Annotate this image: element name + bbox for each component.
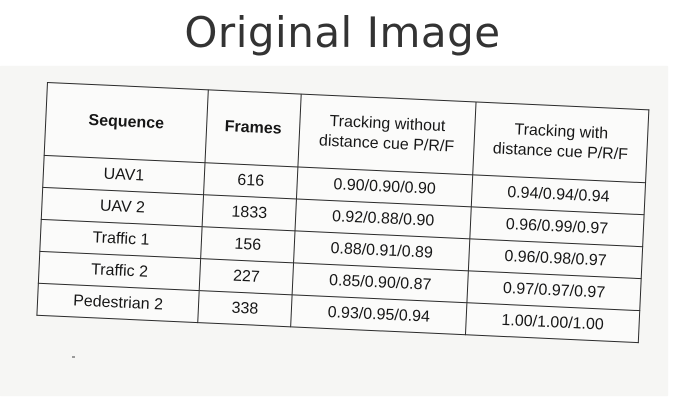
header-without-line2: distance cue P/R/F <box>318 132 455 156</box>
header-without-line1: Tracking without <box>329 112 446 136</box>
header-frames: Frames <box>204 89 302 167</box>
results-table: Sequence Frames Tracking without distanc… <box>36 82 650 344</box>
header-sequence: Sequence <box>44 82 209 163</box>
header-with-line2: distance cue P/R/F <box>492 140 629 164</box>
cell-sequence: Pedestrian 2 <box>36 283 200 323</box>
cell-frames: 338 <box>197 290 293 327</box>
cell-frames: 227 <box>199 258 294 295</box>
cell-frames: 1833 <box>202 194 297 231</box>
header-without-distance-cue: Tracking without distance cue P/R/F <box>297 94 477 175</box>
cell-frames: 616 <box>203 162 298 199</box>
scan-speck <box>72 356 75 358</box>
banner-title: Original Image <box>184 8 501 57</box>
cell-frames: 156 <box>200 226 296 263</box>
header-with-distance-cue: Tracking with distance cue P/R/F <box>472 101 649 183</box>
header-with-line1: Tracking with <box>514 121 609 143</box>
